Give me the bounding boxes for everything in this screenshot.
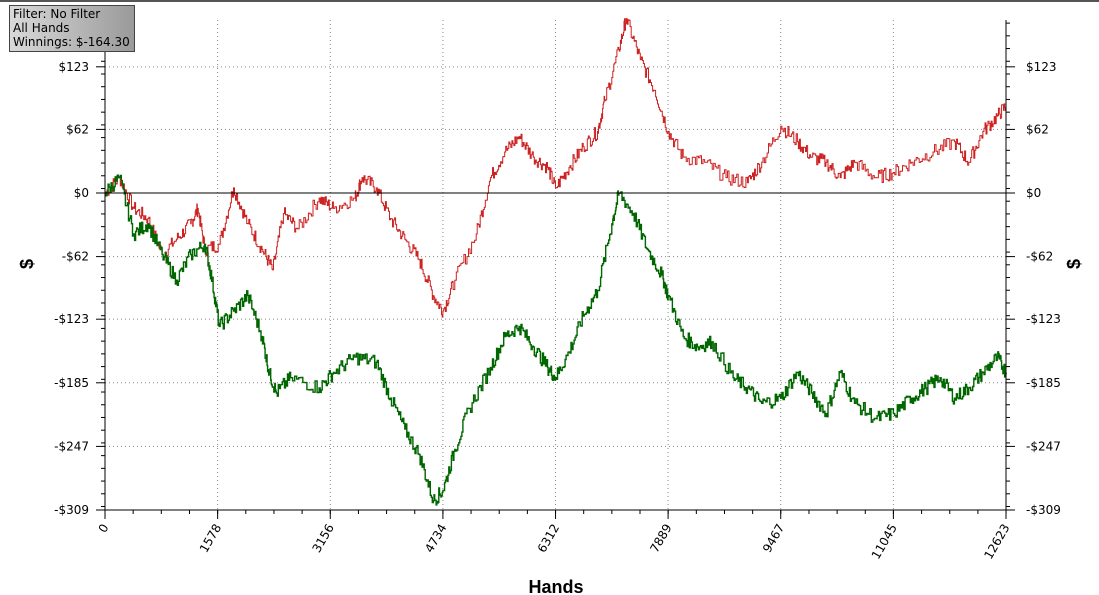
tick-labels: $123 $123 $62 $62 $0 $0 -$62 -$62 -$123 -$123 -$18… bbox=[54, 60, 1061, 562]
x-tick-label: 0 bbox=[96, 522, 112, 536]
y-axis-title-right: $ bbox=[1064, 259, 1084, 269]
grid-lines bbox=[105, 20, 1006, 511]
y-tick-label-right: -$123 bbox=[1026, 312, 1061, 326]
x-tick-label: 12623 bbox=[981, 522, 1012, 562]
x-tick-label: 11045 bbox=[869, 522, 900, 562]
series-layer bbox=[105, 18, 1007, 506]
y-tick-label-left: $123 bbox=[58, 60, 89, 74]
top-border bbox=[0, 0, 1099, 2]
y-tick-label-left: -$123 bbox=[54, 312, 89, 326]
x-tick-label: 6312 bbox=[535, 522, 562, 555]
axes bbox=[96, 20, 1015, 519]
y-tick-label-left: $0 bbox=[74, 186, 89, 200]
y-tick-label-left: -$62 bbox=[62, 250, 89, 264]
y-tick-label-left: -$309 bbox=[54, 503, 89, 517]
x-tick-label: 3156 bbox=[309, 522, 336, 555]
y-tick-label-right: -$309 bbox=[1026, 503, 1061, 517]
y-tick-label-right: -$185 bbox=[1026, 376, 1061, 390]
y-tick-label-left: -$247 bbox=[54, 439, 89, 453]
x-tick-label: 7889 bbox=[647, 522, 674, 555]
y-tick-label-right: $62 bbox=[1026, 122, 1049, 136]
y-tick-label-right: $0 bbox=[1026, 186, 1041, 200]
x-tick-label: 9467 bbox=[760, 522, 787, 555]
y-tick-label-right: -$247 bbox=[1026, 439, 1061, 453]
filter-text: Filter: No Filter bbox=[13, 7, 101, 21]
winnings-text: Winnings: $-164.30 bbox=[13, 35, 130, 49]
y-tick-label-left: $62 bbox=[66, 122, 89, 136]
y-tick-label-right: $123 bbox=[1026, 60, 1057, 74]
x-axis-title: Hands bbox=[528, 577, 583, 595]
y-tick-label-right: -$62 bbox=[1026, 250, 1053, 264]
filter-info-box: Filter: No Filter All Hands Winnings: $-… bbox=[9, 5, 135, 52]
series-line-red bbox=[105, 18, 1007, 318]
y-axis-title-left: $ bbox=[17, 259, 37, 269]
hands-filter-text: All Hands bbox=[13, 21, 70, 35]
y-tick-label-left: -$185 bbox=[54, 376, 89, 390]
x-tick-label: 4734 bbox=[422, 522, 449, 555]
x-tick-label: 1578 bbox=[197, 522, 224, 555]
series-line-green bbox=[105, 174, 1007, 506]
